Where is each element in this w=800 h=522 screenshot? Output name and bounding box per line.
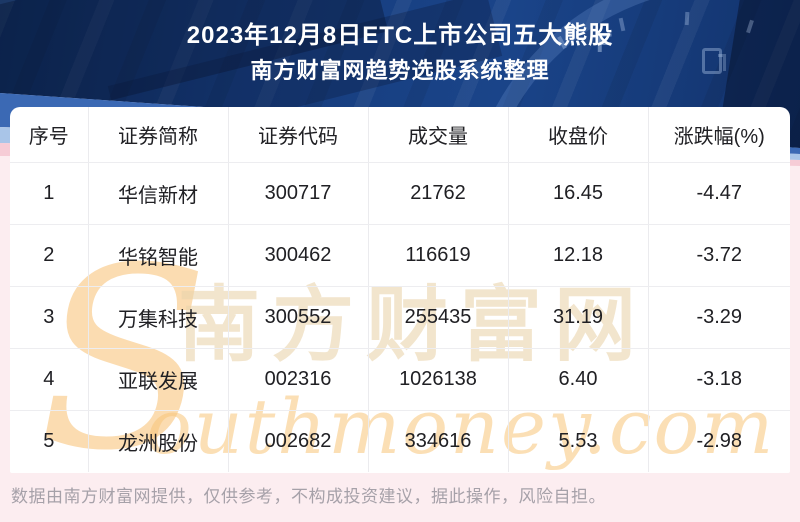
cell-code: 300717 xyxy=(228,162,369,225)
fuel-gauge-f-label: F xyxy=(596,28,613,58)
cell-index: 5 xyxy=(10,410,89,472)
page-subtitle: 南方财富网趋势选股系统整理 xyxy=(250,58,550,83)
column-header-change: 涨跌幅(%) xyxy=(648,107,790,163)
cell-name: 万集科技 xyxy=(88,286,229,349)
cell-volume: 1026138 xyxy=(368,348,509,411)
cell-close: 31.19 xyxy=(508,286,649,349)
cell-change: -4.47 xyxy=(648,162,790,225)
cell-volume: 334616 xyxy=(368,410,509,472)
table-row: 4 亚联发展 002316 1026138 6.40 -3.18 xyxy=(10,348,790,411)
cell-name: 华信新材 xyxy=(88,162,229,225)
cell-close: 5.53 xyxy=(508,410,649,472)
table-body: 1 华信新材 300717 21762 16.45 -4.47 2 华铭智能 300462 116… xyxy=(10,162,790,472)
cell-volume: 255435 xyxy=(368,286,509,349)
cell-volume: 116619 xyxy=(368,224,509,287)
fuel-pump-icon xyxy=(702,48,726,74)
cell-change: -3.18 xyxy=(648,348,790,411)
table-row: 5 龙洲股份 002682 334616 5.53 -2.98 xyxy=(10,410,790,472)
disclaimer-text: 数据由南方财富网提供，仅供参考，不构成投资建议，据此操作，风险自担。 xyxy=(11,487,606,506)
cell-change: -3.29 xyxy=(648,286,790,349)
cell-name: 亚联发展 xyxy=(88,348,229,411)
table-row: 2 华铭智能 300462 116619 12.18 -3.72 xyxy=(10,224,790,287)
cell-index: 2 xyxy=(10,224,89,287)
table-row: 1 华信新材 300717 21762 16.45 -4.47 xyxy=(10,162,790,225)
column-header-close: 收盘价 xyxy=(508,107,649,163)
cell-change: -2.98 xyxy=(696,429,743,452)
table-header-row: 序号 证券简称 证券代码 成交量 收盘价 涨跌幅(%) xyxy=(10,107,790,163)
column-header-index: 序号 xyxy=(10,107,89,163)
table-row: 3 万集科技 300552 255435 31.19 -3.29 xyxy=(10,286,790,349)
column-header-name: 证券简称 xyxy=(88,107,229,163)
cell-index: 4 xyxy=(10,348,89,411)
cell-code: 002682 xyxy=(228,410,369,472)
cell-change: -3.72 xyxy=(648,224,790,287)
table-header: 序号 证券简称 证券代码 成交量 收盘价 涨跌幅(%) xyxy=(10,107,790,163)
stock-table-card: S 南方财富网 outhmoney.com 序号 证券简称 证券代码 成交量 收盘价 涨跌… xyxy=(10,107,790,473)
cell-close: 6.40 xyxy=(508,348,649,411)
header: 2023年12月8日ETC上市公司五大熊股 南方财富网趋势选股系统整理 xyxy=(0,21,800,86)
cell-close: 12.18 xyxy=(508,224,649,287)
cell-code: 002316 xyxy=(228,348,369,411)
cell-code: 300462 xyxy=(228,224,369,287)
cell-index: 3 xyxy=(10,286,89,349)
column-header-code: 证券代码 xyxy=(228,107,369,163)
page-title: 2023年12月8日ETC上市公司五大熊股 xyxy=(186,22,614,49)
cell-volume: 21762 xyxy=(368,162,509,225)
stock-table: 序号 证券简称 证券代码 成交量 收盘价 涨跌幅(%) 1 华信新材 300717 21762 1… xyxy=(10,107,790,472)
cell-close: 16.45 xyxy=(508,162,649,225)
cell-code: 300552 xyxy=(228,286,369,349)
cell-index: 1 xyxy=(10,162,89,225)
column-header-volume: 成交量 xyxy=(368,107,509,163)
cell-name: 龙洲股份 xyxy=(88,410,229,472)
cell-name: 华铭智能 xyxy=(88,224,229,287)
